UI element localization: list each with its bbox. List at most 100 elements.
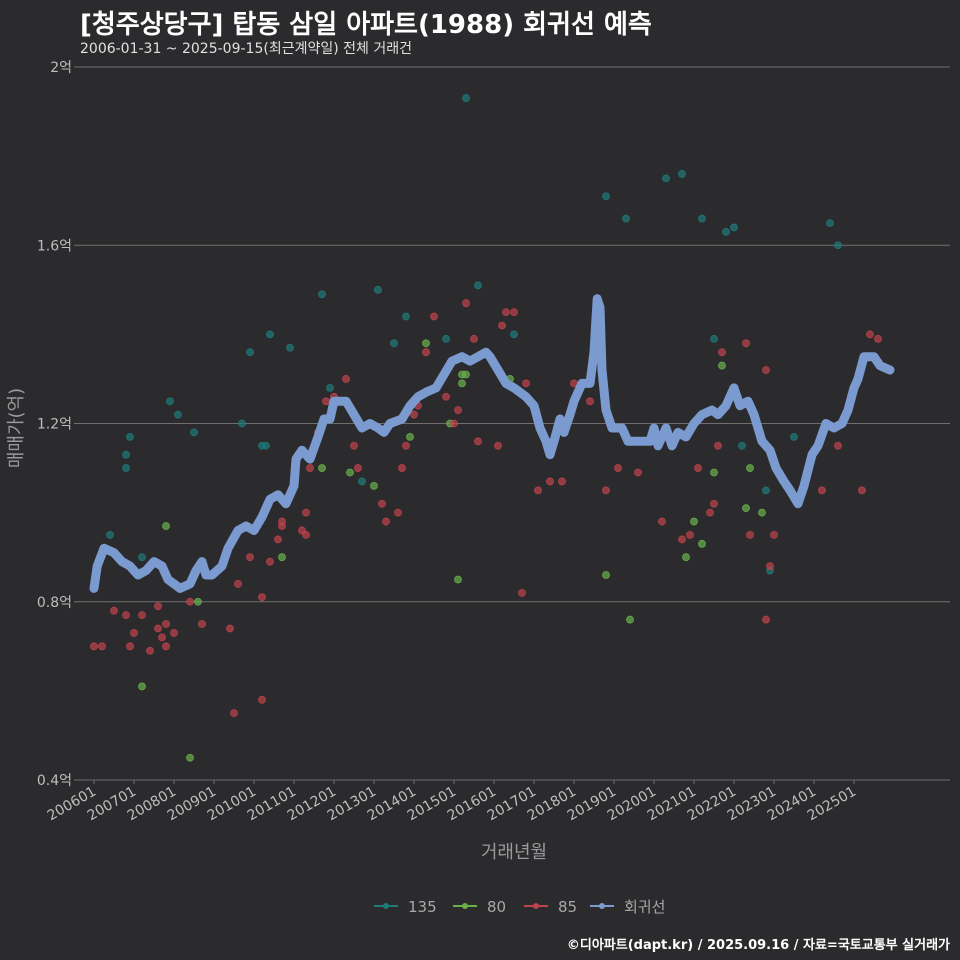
- data-point-85: [302, 508, 310, 517]
- data-point-135: [402, 312, 410, 321]
- data-point-135: [678, 170, 686, 178]
- data-point-80: [698, 539, 706, 548]
- data-point-85: [762, 366, 770, 374]
- data-point-85: [602, 486, 610, 495]
- data-point-80: [454, 575, 462, 584]
- data-point-85: [614, 464, 622, 472]
- data-point-135: [390, 339, 398, 348]
- scatter-points: [90, 94, 882, 762]
- data-point-85: [714, 441, 722, 450]
- chart-title: [청주상당구] 탑동 삼일 아파트(1988) 회귀선 예측: [80, 10, 652, 40]
- data-point-85: [522, 379, 530, 388]
- data-point-85: [98, 642, 106, 651]
- data-point-85: [518, 588, 526, 597]
- data-point-85: [402, 441, 410, 450]
- data-point-135: [374, 285, 382, 294]
- data-point-80: [406, 432, 414, 441]
- legend-label: 회귀선: [624, 898, 665, 916]
- data-point-135: [738, 441, 746, 450]
- data-point-85: [302, 531, 310, 539]
- chart-subtitle: 2006-01-31 ~ 2025-09-15(최근계약일) 전체 거래건: [80, 41, 412, 57]
- data-point-85: [462, 299, 470, 308]
- data-point-135: [126, 432, 134, 441]
- data-point-85: [354, 464, 362, 472]
- data-point-80: [162, 522, 170, 530]
- data-point-85: [534, 486, 542, 495]
- data-point-135: [662, 174, 670, 183]
- data-point-85: [162, 620, 170, 628]
- data-point-85: [858, 486, 866, 495]
- data-point-135: [326, 383, 334, 392]
- data-point-85: [122, 611, 130, 620]
- data-point-85: [162, 642, 170, 651]
- y-tick-label: 0.4억: [37, 773, 72, 789]
- data-point-85: [350, 441, 358, 450]
- legend-label: 80: [487, 898, 506, 916]
- data-point-85: [266, 557, 274, 566]
- data-point-135: [834, 241, 842, 250]
- data-point-135: [698, 214, 706, 223]
- data-point-135: [106, 531, 114, 539]
- source-caption: ©디아파트(dapt.kr) / 2025.09.16 / 자료=국토교통부 실…: [566, 938, 950, 953]
- legend-label: 135: [408, 898, 437, 916]
- data-point-85: [706, 508, 714, 517]
- data-point-85: [90, 642, 98, 651]
- legend-swatch-dot: [383, 903, 389, 909]
- data-point-135: [474, 281, 482, 290]
- data-point-80: [458, 379, 466, 388]
- data-point-85: [186, 597, 194, 606]
- data-point-135: [262, 441, 270, 450]
- legend-swatch-dot: [462, 903, 468, 909]
- data-point-85: [398, 464, 406, 472]
- legend-item-1: 135: [374, 898, 437, 916]
- data-point-80: [278, 553, 286, 562]
- data-point-80: [690, 517, 698, 526]
- x-axis-title: 거래년월: [481, 842, 547, 863]
- data-point-80: [742, 504, 750, 513]
- y-tick-label: 0.8억: [37, 595, 72, 611]
- data-point-80: [718, 361, 726, 370]
- x-axis-ticks: 2006012007012008012009012010012011012012…: [45, 780, 859, 824]
- data-point-135: [266, 330, 274, 339]
- data-point-135: [238, 419, 246, 428]
- data-point-85: [410, 410, 418, 419]
- data-point-85: [378, 499, 386, 508]
- data-point-85: [274, 535, 282, 544]
- data-point-135: [462, 94, 470, 103]
- data-point-85: [430, 312, 438, 321]
- data-point-135: [286, 343, 294, 352]
- data-point-135: [138, 553, 146, 562]
- legend: 135 80 85 회귀선: [374, 898, 665, 916]
- data-point-85: [558, 477, 566, 486]
- data-point-80: [346, 468, 354, 477]
- data-point-135: [826, 219, 834, 227]
- legend-item-3: 85: [524, 898, 577, 916]
- data-point-85: [198, 620, 206, 628]
- data-point-85: [454, 406, 462, 415]
- data-point-85: [586, 397, 594, 406]
- data-point-135: [722, 227, 730, 236]
- data-point-135: [318, 290, 326, 299]
- data-point-85: [450, 419, 458, 428]
- data-point-85: [442, 392, 450, 401]
- data-point-85: [634, 468, 642, 477]
- data-point-80: [710, 468, 718, 477]
- data-point-85: [658, 517, 666, 526]
- legend-swatch-dot: [533, 903, 539, 909]
- data-point-85: [874, 334, 882, 343]
- legend-item-2: 80: [453, 898, 506, 916]
- data-point-85: [746, 531, 754, 539]
- regression-layer: [89, 294, 895, 593]
- y-tick-label: 1.2억: [37, 417, 72, 433]
- data-point-85: [110, 606, 118, 615]
- data-point-85: [546, 477, 554, 486]
- data-point-85: [146, 646, 154, 655]
- legend-swatch-dot: [599, 903, 605, 909]
- y-axis-ticks: 0.4억 0.8억 1.2억 1.6억 2억: [37, 60, 78, 789]
- data-point-85: [710, 499, 718, 508]
- data-point-80: [682, 553, 690, 562]
- y-tick-label: 1.6억: [37, 238, 72, 254]
- legend-item-4: 회귀선: [590, 898, 665, 916]
- data-point-85: [138, 611, 146, 620]
